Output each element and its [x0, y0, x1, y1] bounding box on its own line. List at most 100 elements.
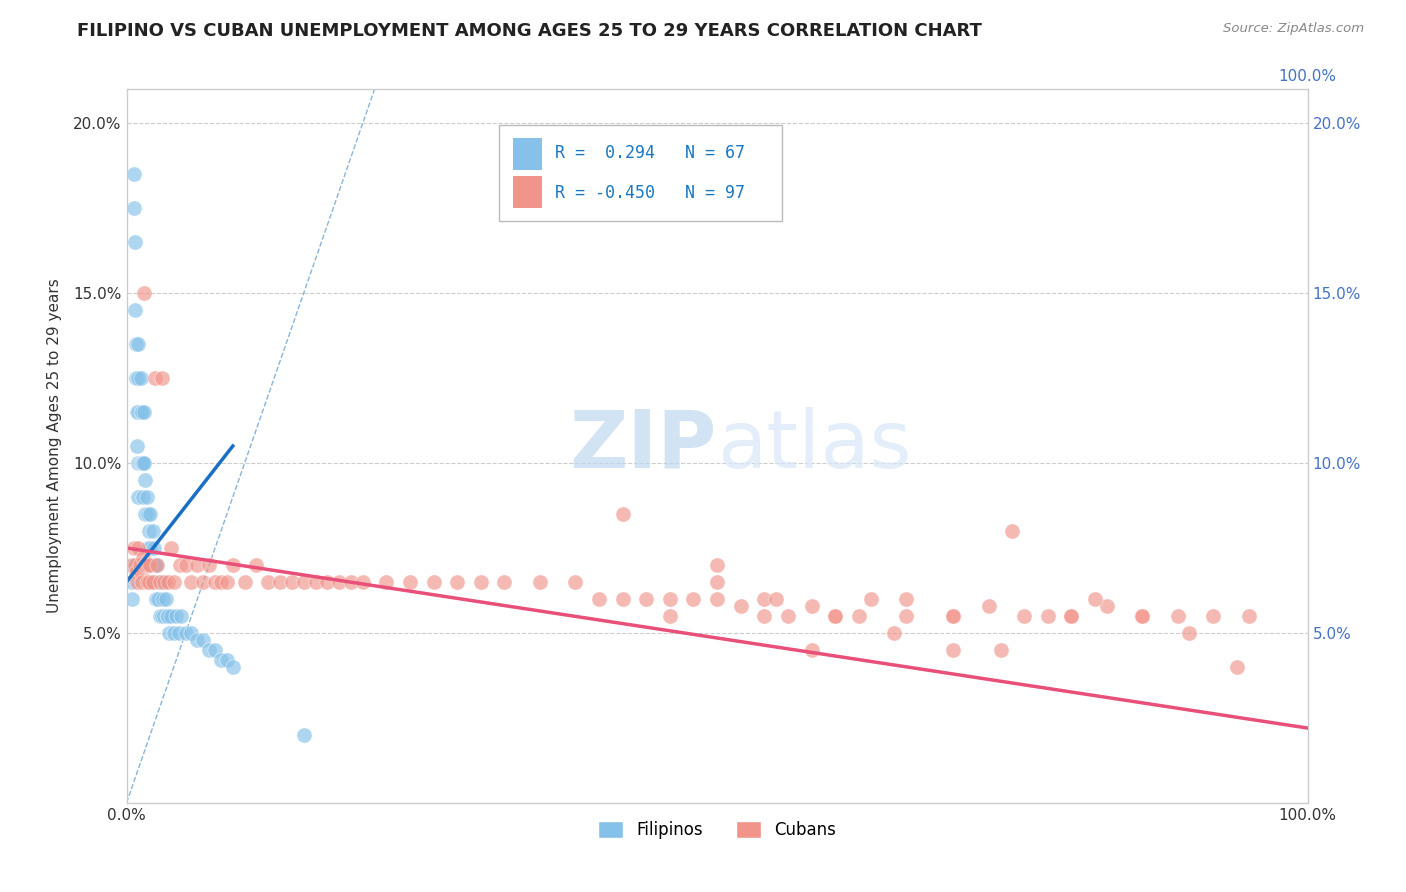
Point	[215, 653, 238, 667]
Point	[281, 574, 304, 589]
Point	[127, 456, 149, 470]
Point	[174, 558, 197, 572]
Point	[859, 591, 882, 606]
Point	[470, 574, 492, 589]
FancyBboxPatch shape	[499, 125, 782, 221]
Point	[145, 558, 167, 572]
Point	[135, 574, 157, 589]
Point	[124, 303, 146, 318]
Point	[180, 574, 202, 589]
Point	[143, 558, 166, 572]
Point	[121, 574, 143, 589]
Point	[129, 565, 152, 579]
Point	[121, 558, 143, 572]
Point	[122, 167, 145, 181]
Point	[141, 524, 163, 538]
Point	[146, 574, 169, 589]
Point	[1001, 524, 1024, 538]
Point	[754, 608, 776, 623]
Point	[146, 558, 169, 572]
Point	[153, 574, 176, 589]
Point	[127, 405, 149, 419]
Point	[150, 574, 173, 589]
Point	[132, 456, 155, 470]
Point	[198, 558, 221, 572]
Point	[399, 574, 422, 589]
Point	[706, 574, 728, 589]
Point	[894, 591, 917, 606]
Point	[148, 591, 170, 606]
Point	[129, 371, 152, 385]
Text: R =  0.294   N = 67: R = 0.294 N = 67	[555, 145, 745, 162]
Point	[134, 473, 156, 487]
Y-axis label: Unemployment Among Ages 25 to 29 years: Unemployment Among Ages 25 to 29 years	[48, 278, 62, 614]
Legend: Filipinos, Cubans: Filipinos, Cubans	[591, 814, 844, 846]
Point	[894, 608, 917, 623]
Point	[942, 608, 965, 623]
Point	[156, 574, 179, 589]
FancyBboxPatch shape	[513, 177, 543, 209]
Point	[209, 653, 232, 667]
Point	[165, 608, 187, 623]
Point	[682, 591, 704, 606]
Point	[328, 574, 350, 589]
Point	[706, 591, 728, 606]
Point	[824, 608, 846, 623]
Point	[529, 574, 551, 589]
Point	[127, 490, 149, 504]
Point	[134, 558, 156, 572]
Text: FILIPINO VS CUBAN UNEMPLOYMENT AMONG AGES 25 TO 29 YEARS CORRELATION CHART: FILIPINO VS CUBAN UNEMPLOYMENT AMONG AGE…	[77, 22, 983, 40]
Point	[292, 574, 315, 589]
Point	[160, 608, 183, 623]
Point	[233, 574, 256, 589]
Point	[209, 574, 232, 589]
Point	[142, 541, 165, 555]
Point	[1036, 608, 1059, 623]
Point	[139, 541, 162, 555]
Point	[152, 591, 174, 606]
Point	[1095, 599, 1118, 613]
Point	[132, 551, 155, 566]
Point	[352, 574, 374, 589]
Point	[127, 439, 149, 453]
Point	[204, 643, 226, 657]
Point	[257, 574, 280, 589]
Point	[138, 574, 160, 589]
Point	[127, 405, 149, 419]
Point	[124, 558, 146, 572]
Point	[340, 574, 363, 589]
Point	[304, 574, 326, 589]
Point	[127, 371, 149, 385]
Point	[131, 456, 153, 470]
Point	[143, 371, 166, 385]
Point	[156, 608, 179, 623]
Point	[765, 591, 787, 606]
Point	[222, 558, 245, 572]
Point	[136, 541, 159, 555]
Point	[375, 574, 398, 589]
Point	[1060, 608, 1083, 623]
Point	[658, 608, 681, 623]
Point	[127, 574, 149, 589]
Text: Source: ZipAtlas.com: Source: ZipAtlas.com	[1223, 22, 1364, 36]
Point	[316, 574, 339, 589]
Point	[776, 608, 799, 623]
Point	[136, 558, 159, 572]
Point	[564, 574, 586, 589]
Point	[730, 599, 752, 613]
Point	[129, 456, 152, 470]
Point	[446, 574, 468, 589]
Point	[149, 574, 172, 589]
Point	[977, 599, 1000, 613]
Point	[636, 591, 658, 606]
Point	[139, 574, 162, 589]
Point	[1084, 591, 1107, 606]
Point	[1130, 608, 1153, 623]
Point	[167, 626, 190, 640]
Point	[134, 405, 156, 419]
Point	[122, 541, 145, 555]
Point	[141, 558, 163, 572]
Point	[124, 235, 146, 249]
Point	[160, 541, 183, 555]
Point	[150, 608, 173, 623]
